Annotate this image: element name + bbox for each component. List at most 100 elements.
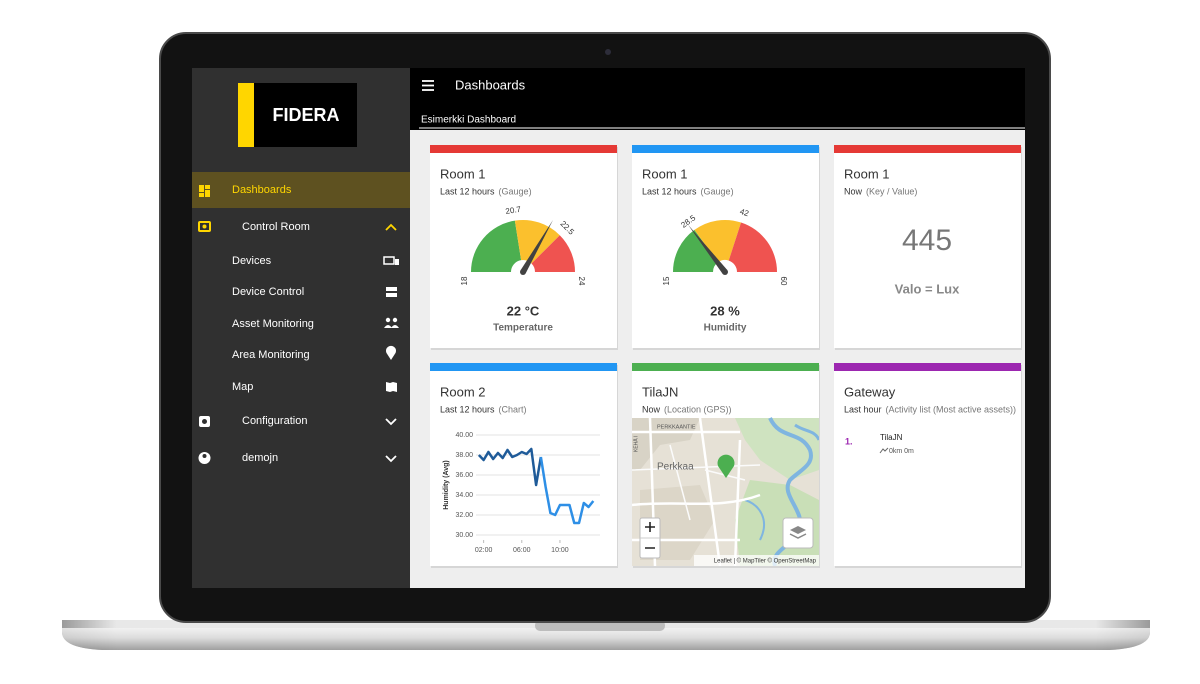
gauge-needle <box>520 220 553 274</box>
icon-map <box>386 382 397 392</box>
gauge-tick-label: 42 <box>739 207 751 218</box>
card-content: TilaJN Now (Location (GPS)) PERKKAANTIE Per… <box>632 363 819 566</box>
header-title: Dashboards <box>455 77 526 92</box>
gauge-tick-label: 60 <box>779 277 788 286</box>
card-kind: (Key / Value) <box>866 186 917 196</box>
icon-control-room-dot <box>202 224 207 229</box>
dashboard-tab[interactable]: Esimerkki Dashboard <box>421 115 516 126</box>
icon-dashboards <box>199 185 210 197</box>
gauge-band <box>728 222 777 272</box>
gauge-band <box>673 229 718 272</box>
card <box>430 363 617 566</box>
logo-box <box>238 83 357 147</box>
chevron-down <box>385 418 397 426</box>
map-label: Perkkaa <box>657 462 694 473</box>
y-tick-label: 36.00 <box>455 472 473 479</box>
card-period: Now <box>642 404 661 414</box>
icon-device-control <box>386 293 397 297</box>
map-label: PERKKAANTIE <box>657 424 696 430</box>
x-tick-label: 02:00 <box>475 547 493 554</box>
menu-item[interactable]: Map <box>232 381 253 393</box>
menu-icons <box>198 185 399 464</box>
card-kind: (Gauge) <box>701 186 734 196</box>
gauge-caption: Humidity <box>704 323 747 334</box>
x-tick-label: 10:00 <box>551 547 569 554</box>
card-period: Last hour <box>844 404 882 414</box>
card-period: Now <box>844 186 863 196</box>
menu-item[interactable]: Control Room <box>242 221 310 233</box>
menu-item[interactable]: Asset Monitoring <box>232 318 314 330</box>
icon-configuration-hole <box>202 419 207 424</box>
map-attribution: Leaflet | © MapTiler © OpenStreetMap <box>714 558 817 565</box>
card-kind: (Chart) <box>499 404 527 414</box>
y-tick-label: 38.00 <box>455 452 473 459</box>
line-series <box>477 447 543 487</box>
gauge-band <box>471 220 522 272</box>
gauge-band <box>514 220 560 264</box>
app-header <box>410 68 1025 130</box>
line-series <box>539 456 595 525</box>
icon-asset-body <box>384 325 399 328</box>
card-content: Gateway Last hour (Activity list (Most act… <box>834 363 1021 455</box>
menu-highlight <box>192 172 410 208</box>
menu-item[interactable]: Area Monitoring <box>232 349 310 361</box>
menu-button[interactable] <box>422 80 434 91</box>
card-color-bar <box>834 363 1021 371</box>
trend-icon <box>879 447 889 454</box>
icon-devices <box>383 256 395 265</box>
map-tiles <box>632 417 819 566</box>
list-name[interactable]: TilaJN <box>880 433 903 442</box>
menu-item[interactable]: Dashboards <box>232 184 292 196</box>
list-rank: 1. <box>845 436 853 446</box>
icon-device-control <box>386 287 397 291</box>
card-kind: (Location (GPS)) <box>664 404 732 414</box>
card-content: Room 1 Now (Key / Value) 445 Valo = Lux <box>834 145 1021 296</box>
sidebar <box>192 68 410 588</box>
card <box>834 145 1021 348</box>
gauge-tick-label: 15 <box>662 276 671 285</box>
y-axis-label: Humidity (Avg) <box>443 460 450 510</box>
key-value: 445 <box>902 224 952 257</box>
laptop-base-shade <box>62 628 1150 650</box>
gauge-tick-label: 24 <box>577 277 586 286</box>
card-kind: (Activity list (Most active assets)) <box>886 404 1017 414</box>
card-color-bar <box>430 145 617 153</box>
menu-item[interactable]: Device Control <box>232 286 304 298</box>
menu-item[interactable]: demojn <box>242 452 278 464</box>
y-tick-label: 32.00 <box>455 512 473 519</box>
logo-bar <box>238 83 254 147</box>
card-color-bar <box>632 363 819 371</box>
gauge-tick-label: 18 <box>460 276 469 285</box>
icon-user-head <box>202 454 207 458</box>
card-period: Last 12 hours <box>440 186 495 196</box>
menu-item[interactable]: Devices <box>232 255 272 267</box>
gauge-band <box>531 235 575 272</box>
map-marker[interactable] <box>717 454 735 478</box>
card <box>834 363 1021 566</box>
gauge-tick-label: 20.7 <box>505 205 522 216</box>
y-tick-label: 34.00 <box>455 492 473 499</box>
logo-text: FIDERA <box>273 105 340 125</box>
menu-item[interactable]: Configuration <box>242 415 307 427</box>
card-kind: (Gauge) <box>499 186 532 196</box>
gauge-needle <box>688 224 728 274</box>
gauge-value: 28 % <box>710 303 740 318</box>
gauge-value: 22 °C <box>507 303 540 318</box>
card-period: Last 12 hours <box>642 186 697 196</box>
x-tick-label: 06:00 <box>513 547 531 554</box>
gauge-hub <box>520 269 526 275</box>
key-caption: Valo = Lux <box>895 281 960 296</box>
gauge-hub <box>722 269 728 275</box>
card-color-bar <box>632 145 819 153</box>
icon-control-room <box>198 221 211 232</box>
card-content: Room 2 Last 12 hours (Chart) 30.00 32.00 34.0… <box>430 363 617 554</box>
gauge-band <box>694 220 742 263</box>
icon-asset <box>392 317 398 323</box>
card-title: Gateway <box>844 384 896 399</box>
card-color-bar <box>834 145 1021 153</box>
card-title: Room 1 <box>642 166 688 181</box>
gauge-caption: Temperature <box>493 323 553 334</box>
